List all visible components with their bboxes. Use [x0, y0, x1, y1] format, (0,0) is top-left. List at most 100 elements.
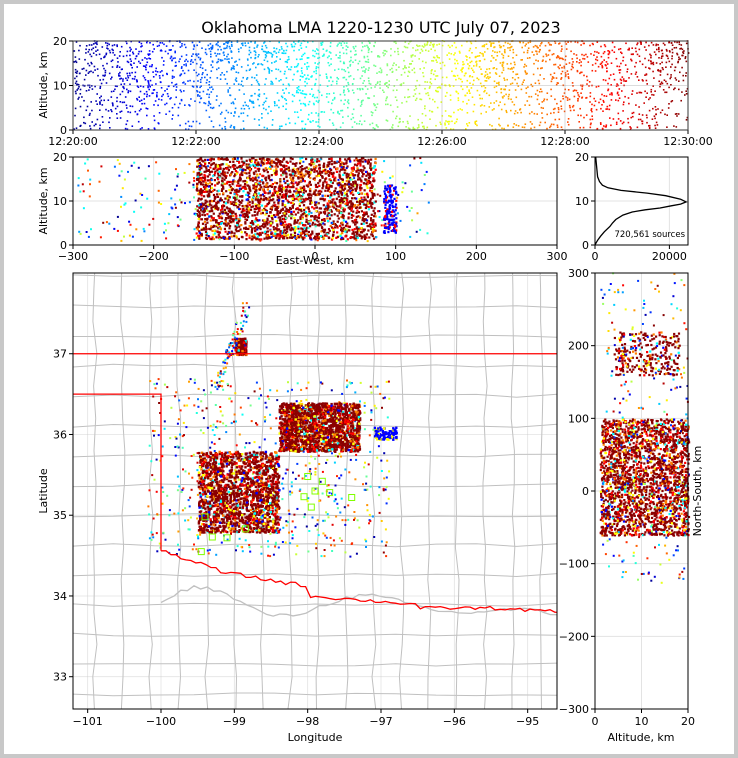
ew-source [369, 181, 372, 184]
time-altitude-source [153, 115, 155, 117]
time-altitude-source [217, 58, 220, 61]
time-altitude-source [638, 48, 641, 51]
ew-source [237, 182, 240, 185]
time-altitude-source [353, 47, 355, 50]
ew-source [333, 179, 336, 182]
time-altitude-source [192, 53, 194, 55]
time-altitude-source [314, 84, 316, 86]
ew-source [243, 227, 246, 230]
time-altitude-source [448, 115, 450, 117]
ew-source [323, 208, 326, 211]
ew-source [238, 203, 241, 206]
ew-source [367, 208, 370, 211]
ew-source [234, 212, 237, 215]
ew-source [263, 190, 266, 193]
time-altitude-source [487, 77, 490, 80]
time-altitude-source [361, 75, 363, 77]
time-altitude-source [250, 95, 252, 97]
ew-source [279, 220, 282, 223]
time-altitude-source [583, 74, 585, 77]
time-altitude-source [190, 59, 193, 61]
time-altitude-source [109, 127, 111, 129]
time-altitude-source [652, 63, 655, 66]
time-altitude-source [608, 50, 611, 53]
time-altitude-source [231, 57, 233, 59]
ew-source [292, 199, 295, 202]
time-altitude-source [558, 43, 560, 45]
time-altitude-source [451, 44, 453, 47]
ew-source [266, 188, 269, 191]
ew-source [294, 164, 297, 167]
time-altitude-source [220, 48, 222, 51]
time-altitude-source [605, 124, 608, 126]
ew-source [239, 187, 243, 191]
time-altitude-source [337, 57, 340, 59]
time-altitude-source [193, 44, 195, 46]
ew-source [316, 216, 319, 219]
time-altitude-source [542, 59, 544, 61]
ew-source [219, 166, 222, 169]
time-altitude-source [350, 118, 353, 121]
ew-source [276, 198, 279, 201]
ew-source [203, 227, 206, 230]
ew-source [276, 233, 279, 236]
time-altitude-source [342, 52, 345, 55]
ew-source [232, 160, 235, 163]
time-altitude-source [522, 81, 524, 83]
time-altitude-source [156, 45, 159, 47]
ew-source [204, 165, 207, 168]
time-altitude-source [511, 101, 514, 103]
ew-source [354, 231, 358, 234]
ew-source [285, 160, 288, 163]
time-altitude-source [431, 69, 433, 71]
time-altitude-source [165, 45, 168, 47]
time-altitude-source [557, 108, 560, 111]
time-altitude-source [368, 67, 370, 69]
time-altitude-source [220, 60, 222, 62]
time-altitude-source [306, 68, 308, 70]
ew-source [237, 199, 240, 202]
time-altitude-source [630, 53, 633, 56]
ew-source [371, 230, 375, 233]
time-altitude-source [378, 56, 381, 58]
time-altitude-source [585, 114, 588, 116]
time-altitude-source [661, 61, 663, 64]
ew-source [351, 205, 354, 208]
time-altitude-source [413, 67, 415, 70]
time-altitude-source [84, 122, 87, 125]
time-altitude-source [618, 69, 620, 71]
time-altitude-source [449, 99, 452, 101]
ew-source [205, 234, 208, 237]
ew-source [334, 226, 337, 229]
time-altitude-source [629, 126, 631, 128]
time-altitude-source [112, 51, 114, 54]
time-altitude-source [622, 110, 624, 112]
time-altitude-source [417, 124, 420, 126]
time-altitude-source [587, 61, 590, 63]
ew-source [197, 223, 200, 226]
ew-source [283, 229, 286, 232]
ew-source [272, 204, 275, 207]
time-altitude-source [481, 104, 483, 106]
ew-source [370, 158, 373, 161]
time-altitude-source [306, 62, 309, 64]
time-altitude-source [567, 41, 569, 43]
time-altitude-source [275, 60, 277, 62]
ew-source [349, 178, 352, 181]
ew-source [352, 214, 355, 217]
time-altitude-source [521, 46, 523, 49]
ew-source [249, 221, 252, 224]
ew-source [297, 195, 300, 198]
time-altitude-source [526, 51, 529, 54]
time-altitude-source [408, 66, 410, 68]
time-altitude-source [386, 64, 389, 67]
time-altitude-source [129, 63, 132, 66]
time-altitude-source [674, 113, 677, 115]
time-altitude-source [557, 66, 560, 68]
ew-source [210, 204, 213, 207]
ew-source [228, 180, 231, 184]
ew-source [210, 190, 213, 194]
time-altitude-source [245, 69, 248, 72]
time-altitude-source [432, 44, 435, 47]
time-altitude-source [509, 83, 512, 85]
